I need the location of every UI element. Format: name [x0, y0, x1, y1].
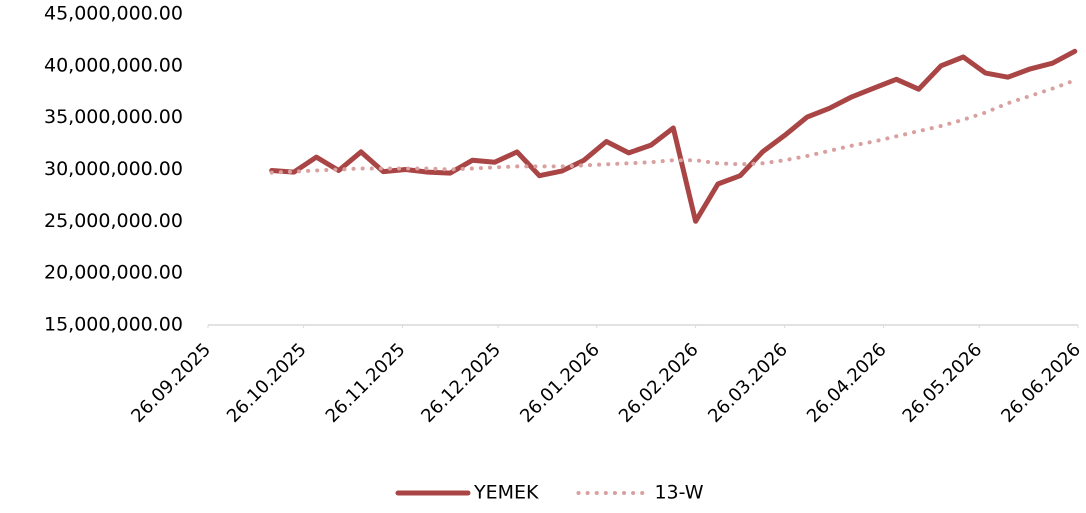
x-tick-label: 26.09.2025 [127, 339, 215, 427]
x-tick-label: 26.05.2026 [899, 339, 987, 427]
y-tick-label: 20,000,000.00 [44, 262, 183, 284]
y-tick-label: 30,000,000.00 [44, 158, 183, 180]
x-tick-label: 26.04.2026 [803, 339, 891, 427]
legend-label: 13-W [654, 482, 703, 504]
series-line [269, 48, 1078, 224]
y-tick-label: 15,000,000.00 [44, 314, 183, 336]
y-tick-label: 35,000,000.00 [44, 106, 183, 128]
x-tick-label: 26.11.2025 [322, 339, 410, 427]
legend-label: YEMEK [473, 482, 539, 504]
x-tick-label: 26.12.2025 [417, 339, 505, 427]
x-tick-label: 26.10.2025 [223, 339, 311, 427]
x-tick-label: 26.02.2026 [615, 339, 703, 427]
x-tick-label: 26.06.2026 [997, 339, 1085, 427]
x-tick-label: 26.03.2026 [704, 339, 792, 427]
series-line [269, 78, 1077, 175]
x-tick-label: 26.01.2026 [516, 339, 604, 427]
y-tick-label: 25,000,000.00 [44, 210, 183, 232]
y-tick-label: 40,000,000.00 [44, 54, 183, 76]
y-tick-label: 45,000,000.00 [44, 3, 183, 25]
